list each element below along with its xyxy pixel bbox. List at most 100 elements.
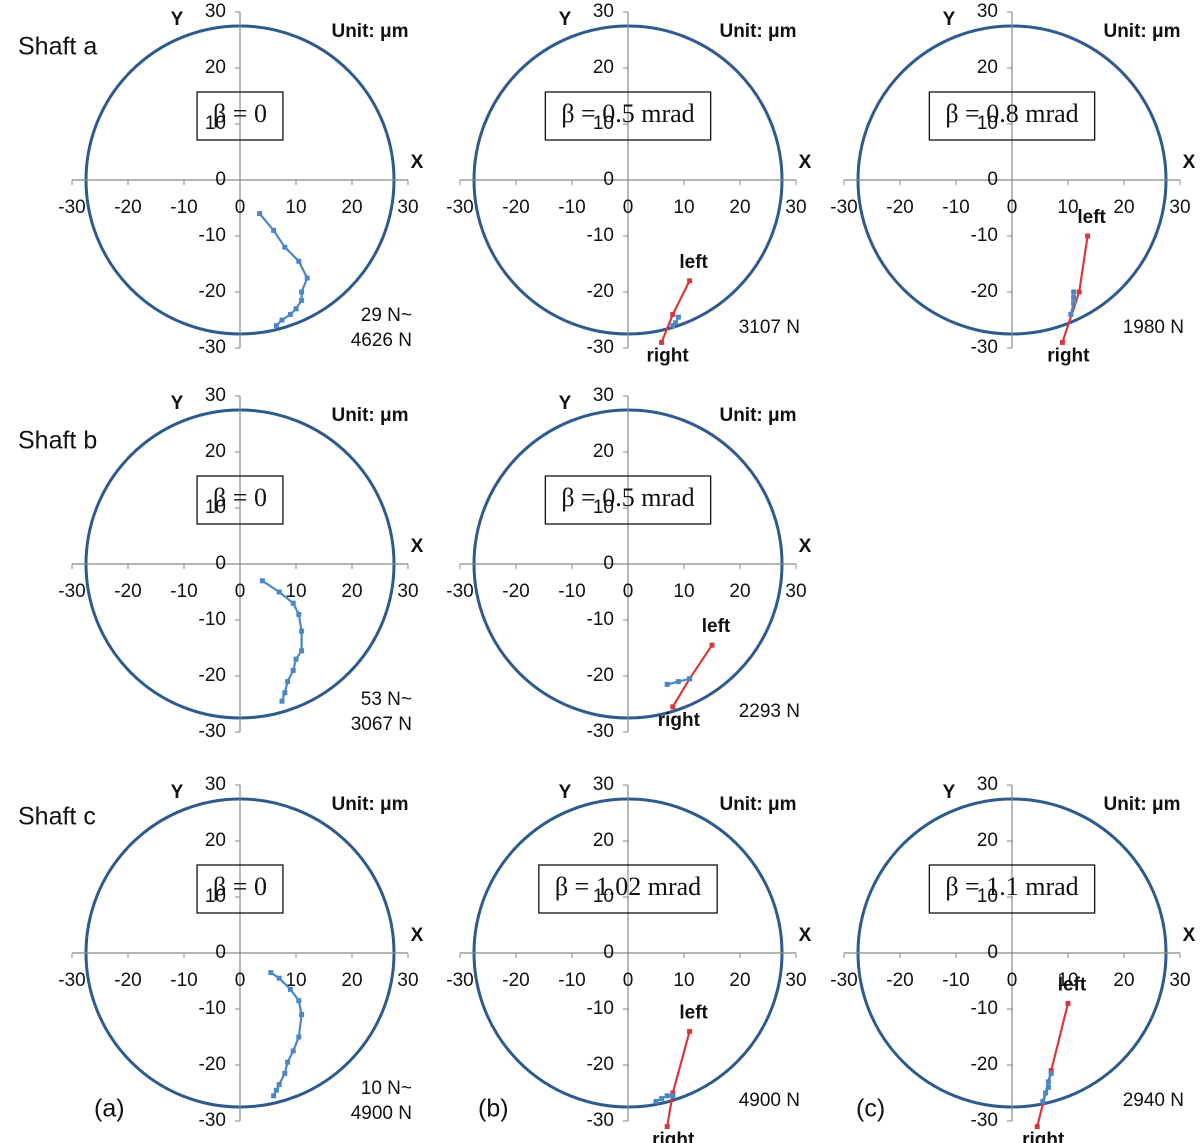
x-tick-label: 20 bbox=[729, 197, 750, 218]
x-tick-label: -30 bbox=[446, 581, 473, 602]
y-tick-label: 10 bbox=[977, 113, 998, 134]
end-label: right bbox=[1047, 345, 1090, 366]
y-tick-label: -30 bbox=[587, 337, 614, 358]
load-label: 4900 N bbox=[739, 1090, 800, 1111]
x-tick-label: 0 bbox=[235, 197, 246, 218]
point bbox=[1076, 289, 1082, 295]
end-label: right bbox=[646, 345, 689, 366]
y-tick-label: 10 bbox=[593, 497, 614, 518]
annotation-box bbox=[544, 91, 712, 141]
x-tick-label: -30 bbox=[58, 197, 85, 218]
load-label: 3067 N bbox=[351, 714, 412, 735]
y-axis-label: Y bbox=[559, 782, 572, 803]
y-tick-label: -30 bbox=[199, 337, 226, 358]
point bbox=[293, 656, 299, 662]
y-tick-label: 20 bbox=[593, 57, 614, 78]
y-tick-label: 20 bbox=[205, 57, 226, 78]
y-tick-label: -10 bbox=[199, 998, 226, 1019]
point bbox=[285, 679, 291, 685]
x-tick-label: 10 bbox=[285, 970, 306, 991]
annotation: β = 0 bbox=[213, 872, 267, 901]
x-tick-label: -20 bbox=[886, 197, 913, 218]
y-tick-label: 0 bbox=[987, 942, 998, 963]
point bbox=[293, 306, 299, 312]
point bbox=[257, 211, 263, 217]
y-tick-label: 20 bbox=[977, 830, 998, 851]
x-tick-label: 20 bbox=[729, 970, 750, 991]
column-label: (b) bbox=[478, 1095, 509, 1123]
y-tick-label: 0 bbox=[603, 169, 614, 190]
y-tick-label: 10 bbox=[977, 886, 998, 907]
point bbox=[287, 311, 293, 317]
point bbox=[664, 1093, 670, 1099]
x-tick-label: 30 bbox=[785, 581, 806, 602]
trajectory bbox=[655, 1094, 673, 1103]
x-tick-label: 10 bbox=[673, 197, 694, 218]
end-label: left bbox=[679, 252, 708, 273]
x-tick-label: 30 bbox=[785, 970, 806, 991]
trajectory bbox=[1036, 1003, 1070, 1127]
y-axis-label: Y bbox=[559, 393, 572, 414]
plot: -30 -20 -10 0 10 20 30 -30 -20 -10 0 10 20 30 X Y Unit: … bbox=[830, 774, 1195, 1143]
load-label: 4626 N bbox=[351, 330, 412, 351]
x-tick-label: 20 bbox=[1113, 197, 1134, 218]
x-tick-label: 20 bbox=[341, 197, 362, 218]
x-tick-label: -10 bbox=[942, 970, 969, 991]
point bbox=[290, 600, 296, 606]
point bbox=[296, 611, 302, 617]
point bbox=[673, 320, 679, 326]
row-label: Shaft c bbox=[18, 803, 96, 831]
point bbox=[1043, 1090, 1049, 1096]
x-tick-label: -20 bbox=[114, 197, 141, 218]
trajectory bbox=[258, 212, 309, 327]
y-tick-label: 30 bbox=[205, 385, 226, 406]
y-tick-label: -20 bbox=[199, 281, 226, 302]
x-tick-label: 10 bbox=[673, 970, 694, 991]
y-tick-label: -20 bbox=[199, 1054, 226, 1075]
y-tick-label: -10 bbox=[971, 225, 998, 246]
column-label: (a) bbox=[94, 1095, 125, 1123]
point bbox=[268, 970, 274, 976]
y-tick-label: 30 bbox=[977, 774, 998, 795]
x-tick-label: -10 bbox=[170, 970, 197, 991]
y-tick-label: 10 bbox=[205, 113, 226, 134]
x-tick-label: -30 bbox=[446, 970, 473, 991]
y-tick-label: 0 bbox=[603, 553, 614, 574]
x-tick-label: -20 bbox=[502, 970, 529, 991]
x-tick-label: -30 bbox=[830, 970, 857, 991]
point bbox=[299, 297, 305, 303]
x-axis-label: X bbox=[799, 152, 812, 173]
y-tick-label: -10 bbox=[587, 998, 614, 1019]
column-label: (c) bbox=[856, 1095, 885, 1123]
point bbox=[1071, 289, 1077, 295]
point bbox=[1085, 233, 1091, 239]
plot: -30 -20 -10 0 10 20 30 -30 -20 -10 0 10 20 30 X Y Unit: … bbox=[830, 1, 1195, 366]
x-tick-label: -30 bbox=[830, 197, 857, 218]
annotation: β = 1.02 mrad bbox=[555, 872, 701, 901]
x-tick-label: -20 bbox=[502, 581, 529, 602]
point bbox=[299, 289, 305, 295]
point bbox=[1065, 1000, 1071, 1006]
row-label: Shaft a bbox=[18, 33, 97, 61]
y-tick-label: -10 bbox=[199, 225, 226, 246]
y-tick-label: -30 bbox=[587, 1110, 614, 1131]
point bbox=[273, 323, 279, 329]
x-tick-label: -10 bbox=[170, 197, 197, 218]
x-tick-label: -30 bbox=[446, 197, 473, 218]
trajectory bbox=[1069, 292, 1075, 315]
load-label: 10 N~ bbox=[361, 1078, 412, 1099]
unit-label: Unit: μm bbox=[1103, 794, 1180, 815]
point bbox=[1034, 1124, 1040, 1130]
x-tick-label: 20 bbox=[1113, 970, 1134, 991]
y-tick-label: 20 bbox=[205, 830, 226, 851]
y-tick-label: 10 bbox=[205, 886, 226, 907]
x-tick-label: 0 bbox=[1007, 970, 1018, 991]
x-tick-label: 30 bbox=[1169, 197, 1190, 218]
x-axis-label: X bbox=[1183, 925, 1196, 946]
y-tick-label: -20 bbox=[971, 281, 998, 302]
plot: -30 -20 -10 0 10 20 30 -30 -20 -10 0 10 20 30 X Y Unit: … bbox=[58, 385, 423, 742]
point bbox=[285, 1059, 291, 1065]
annotation: β = 0 bbox=[213, 99, 267, 128]
x-axis-label: X bbox=[411, 536, 424, 557]
x-tick-label: 0 bbox=[623, 197, 634, 218]
